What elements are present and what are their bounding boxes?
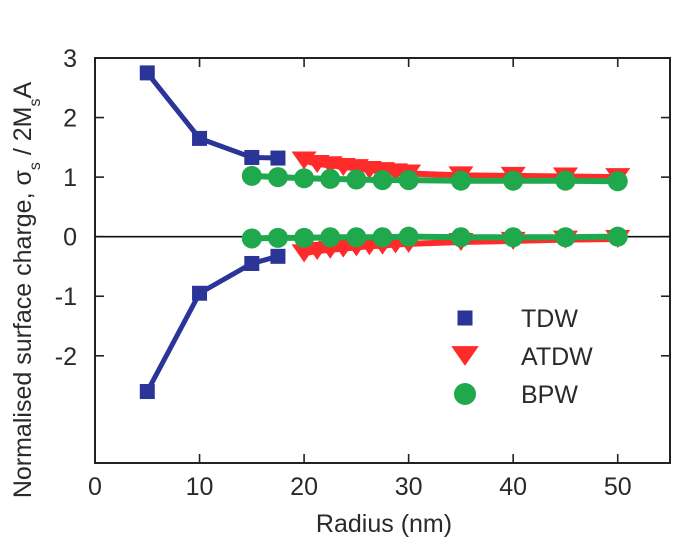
bpw-marker: [294, 227, 315, 248]
axes-layer: 0 10 20 30 40 50 -2 -1 0 1 2 3: [55, 45, 671, 501]
legend: TDW ATDW BPW: [451, 305, 593, 409]
bpw-marker: [294, 168, 315, 189]
x-tick-label: 0: [88, 473, 102, 501]
tdw-marker: [192, 130, 208, 146]
bpw-marker: [372, 170, 393, 191]
bpw-marker: [398, 170, 419, 191]
bpw-marker: [267, 167, 288, 188]
y-tick-label: -1: [55, 283, 77, 311]
bpw-marker: [450, 170, 471, 191]
y-tick-label: 0: [63, 224, 77, 252]
tdw-line: [144, 253, 281, 395]
bpw-marker: [450, 227, 471, 248]
atdw-marker: [451, 346, 479, 366]
y-tick-label: 2: [63, 105, 77, 133]
legend-label-tdw: TDW: [521, 305, 578, 333]
bpw-marker: [320, 227, 341, 248]
x-tick-label: 40: [499, 473, 527, 501]
x-axis-label: Radius (nm): [316, 510, 452, 538]
bpw-marker: [241, 165, 262, 186]
legend-label-atdw: ATDW: [521, 343, 593, 371]
tdw-marker: [192, 285, 208, 301]
bpw-marker: [503, 170, 524, 191]
bpw-branch-2: [241, 226, 628, 249]
x-tick-label: 10: [186, 473, 214, 501]
tdw-branch-1: [139, 65, 286, 166]
bpw-marker: [607, 226, 628, 247]
bpw-marker: [346, 169, 367, 190]
series-layer: [139, 65, 631, 400]
bpw-marker: [372, 227, 393, 248]
tdw-marker: [457, 310, 473, 326]
bpw-marker: [454, 383, 476, 405]
legend-label-bpw: BPW: [521, 381, 578, 409]
bpw-marker: [267, 227, 288, 248]
bpw-marker: [555, 170, 576, 191]
y-tick-label: 1: [63, 164, 77, 192]
bpw-marker: [503, 227, 524, 248]
x-tick-label: 50: [604, 473, 632, 501]
bpw-marker: [320, 168, 341, 189]
x-tick-label: 20: [290, 473, 318, 501]
tdw-marker: [139, 384, 155, 400]
y-axis-label: Normalised surface charge, σs / 2MsA: [9, 82, 44, 499]
bpw-marker: [607, 171, 628, 192]
tdw-marker: [139, 65, 155, 81]
bpw-marker: [398, 226, 419, 247]
bpw-branch-1: [241, 165, 628, 192]
tdw-marker: [244, 255, 260, 271]
tdw-marker: [270, 150, 286, 166]
tdw-branch-2: [139, 248, 286, 400]
tdw-marker: [244, 149, 260, 165]
bpw-marker: [346, 227, 367, 248]
tdw-marker: [270, 248, 286, 264]
bpw-marker: [241, 228, 262, 249]
plot-frame: [94, 57, 671, 464]
tdw-line: [144, 70, 281, 161]
x-tick-label: 30: [395, 473, 423, 501]
bpw-marker: [555, 227, 576, 248]
y-tick-label: 3: [63, 45, 77, 73]
y-tick-label: -2: [55, 343, 77, 371]
